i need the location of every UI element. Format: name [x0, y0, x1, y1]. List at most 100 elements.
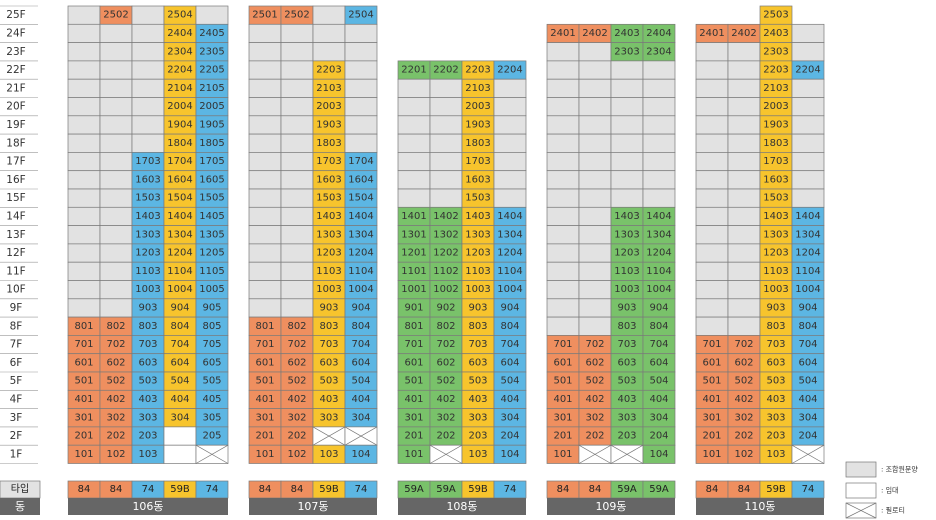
unit-number: 103 [319, 449, 338, 460]
unit-number: 503 [319, 376, 338, 387]
unit-cell [791, 115, 825, 135]
unit-number: 702 [287, 339, 306, 350]
unit-number: 2402 [582, 28, 607, 39]
unit-number: 204 [649, 431, 668, 442]
unit-number: 903 [138, 302, 157, 313]
unit-number: 2005 [199, 101, 224, 112]
unit-cell [99, 42, 133, 62]
unit-number: 601 [255, 357, 274, 368]
unit-number: 302 [585, 412, 604, 423]
unit-number: 1605 [199, 174, 224, 185]
unit-number: 1903 [316, 119, 341, 130]
floor-label: 24F [6, 27, 25, 39]
building-name: 107동 [297, 500, 328, 513]
unit-cell [610, 152, 644, 172]
unit-cell [642, 78, 676, 98]
unit-number: 2003 [316, 101, 341, 112]
unit-number: 2404 [646, 28, 671, 39]
piloti-cross [195, 444, 229, 464]
unit-cell [727, 316, 761, 336]
unit-number: 1403 [316, 211, 341, 222]
floor-label: 25F [6, 9, 25, 21]
unit-number: 703 [138, 339, 157, 350]
unit-number: 605 [202, 357, 221, 368]
unit-cell [429, 78, 463, 98]
unit-cell [67, 23, 101, 43]
unit-number: 2304 [167, 46, 192, 57]
unit-cell [99, 152, 133, 172]
unit-cell [344, 133, 378, 153]
floor-label: 2F [10, 430, 23, 442]
piloti-cross [312, 426, 346, 446]
unit-number: 2204 [795, 65, 820, 76]
unit-number: 401 [702, 394, 721, 405]
unit-number: 904 [351, 302, 370, 313]
unit-number: 2303 [614, 46, 639, 57]
unit-cell [791, 152, 825, 172]
floor-label: 18F [6, 137, 25, 149]
unit-number: 501 [553, 376, 572, 387]
unit-cell [727, 97, 761, 117]
unit-cell [248, 60, 282, 80]
unit-cell [280, 225, 314, 245]
unit-cell [493, 78, 527, 98]
unit-number: 1803 [316, 138, 341, 149]
unit-cell [727, 42, 761, 62]
unit-number: 602 [436, 357, 455, 368]
unit-cell [610, 97, 644, 117]
unit-number: 601 [404, 357, 423, 368]
unit-number: 2403 [614, 28, 639, 39]
unit-number: 1904 [167, 119, 192, 130]
unit-number: 1204 [348, 248, 373, 259]
unit-number: 1301 [401, 229, 426, 240]
unit-cell [397, 152, 431, 172]
unit-number: 1101 [401, 266, 426, 277]
unit-number: 404 [798, 394, 817, 405]
unit-cell [67, 206, 101, 226]
unit-cell [578, 78, 612, 98]
unit-cell [99, 78, 133, 98]
unit-type: 59B [319, 484, 339, 495]
unit-cell [67, 78, 101, 98]
unit-cell [397, 170, 431, 190]
unit-number: 805 [202, 321, 221, 332]
unit-cell [248, 298, 282, 318]
unit-number: 501 [702, 376, 721, 387]
unit-number: 1103 [763, 266, 788, 277]
unit-number: 1105 [199, 266, 224, 277]
unit-number: 1604 [348, 174, 373, 185]
unit-type: 84 [259, 484, 272, 495]
unit-cell [248, 243, 282, 263]
unit-number: 701 [702, 339, 721, 350]
unit-number: 1404 [167, 211, 192, 222]
unit-number: 903 [319, 302, 338, 313]
unit-number: 103 [138, 449, 157, 460]
unit-number: 1403 [614, 211, 639, 222]
legend-label: : 임대 [881, 487, 898, 495]
unit-cell [546, 188, 580, 208]
unit-cell [280, 97, 314, 117]
unit-cell [695, 316, 729, 336]
unit-number: 601 [553, 357, 572, 368]
unit-cell [578, 206, 612, 226]
unit-type: 59A [649, 484, 669, 495]
unit-number: 703 [766, 339, 785, 350]
unit-number: 1404 [348, 211, 373, 222]
unit-type: 59B [468, 484, 488, 495]
unit-number: 1004 [646, 284, 671, 295]
unit-number: 402 [436, 394, 455, 405]
unit-number: 603 [468, 357, 487, 368]
unit-cell [610, 133, 644, 153]
unit-number: 603 [138, 357, 157, 368]
unit-number: 504 [500, 376, 519, 387]
unit-cell [429, 97, 463, 117]
unit-number: 301 [702, 412, 721, 423]
floor-label: 11F [6, 265, 25, 277]
unit-cell [493, 188, 527, 208]
unit-number: 802 [106, 321, 125, 332]
unit-cell [99, 97, 133, 117]
unit-number: 302 [436, 412, 455, 423]
unit-cell [344, 60, 378, 80]
unit-cell [578, 298, 612, 318]
unit-number: 1203 [316, 248, 341, 259]
